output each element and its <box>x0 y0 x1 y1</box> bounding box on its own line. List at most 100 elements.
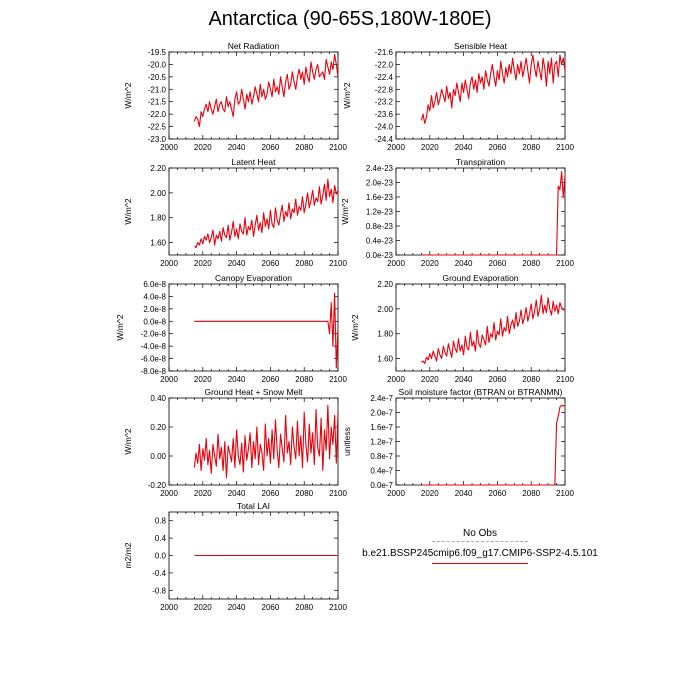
ground-heat-snow-melt-xtick-label: 2000 <box>160 489 178 498</box>
transpiration-ytick-label: 1.6e-23 <box>366 193 394 202</box>
net-radiation-ytick-label: -20.5 <box>148 73 167 82</box>
total-lai-xtick-label: 2000 <box>160 603 178 612</box>
canopy-evaporation-ytick-label: 4.0e-8 <box>143 292 166 301</box>
canopy-evaporation-ytick-label: 6.0e-8 <box>143 280 166 289</box>
ground-heat-snow-melt-ylabel: W/m^2 <box>123 428 133 454</box>
transpiration-ytick-label: 0.4e-23 <box>366 237 394 246</box>
ground-heat-snow-melt-xtick-label: 2060 <box>262 489 280 498</box>
net-radiation-series-line <box>193 53 339 128</box>
transpiration-xtick-label: 2040 <box>455 259 473 268</box>
legend-obs-line <box>432 541 528 542</box>
ground-evaporation-ytick-label: 1.60 <box>377 355 393 364</box>
latent-heat-xtick-label: 2060 <box>262 259 280 268</box>
ground-heat-snow-melt-ytick-label: 0.40 <box>150 394 166 403</box>
transpiration-xtick-label: 2000 <box>387 259 405 268</box>
ground-evaporation-xtick-label: 2060 <box>489 375 507 384</box>
sensible-heat-xtick-label: 2060 <box>489 143 507 152</box>
net-radiation-xtick-label: 2060 <box>262 143 280 152</box>
net-radiation-xtick-label: 2040 <box>228 143 246 152</box>
soil-moisture-factor-btran-or-btranmn-series-line <box>421 404 566 486</box>
soil-moisture-factor-btran-or-btranmn-xtick-label: 2040 <box>455 489 473 498</box>
ground-evaporation-title: Ground Evaporation <box>442 273 518 283</box>
ground-evaporation-series-line <box>421 294 566 365</box>
chart-net-radiation: Net Radiation 2000 2020 2040 2060 2080 2100 -23… <box>123 41 347 152</box>
sensible-heat-ylabel: W/m^2 <box>342 82 352 108</box>
latent-heat-ytick-label: 2.20 <box>150 164 166 173</box>
ground-evaporation-ytick-label: 1.80 <box>377 330 393 339</box>
sensible-heat-xtick-label: 2100 <box>556 143 574 152</box>
chart-total-lai: Total LAI 2000 2020 2040 2060 2080 2100 -0.8 -0.… <box>123 501 347 612</box>
canopy-evaporation-series-line <box>194 292 339 369</box>
soil-moisture-factor-btran-or-btranmn-ytick-label: 0.4e-7 <box>370 467 393 476</box>
soil-moisture-factor-btran-or-btranmn-xtick-label: 2080 <box>522 489 540 498</box>
chart-soil-moisture-factor-btran-or-btranmn: Soil moisture factor (BTRAN or BTRANMN) 2… <box>342 387 574 498</box>
soil-moisture-factor-btran-or-btranmn-ytick-label: 0.8e-7 <box>370 452 393 461</box>
legend-obs-label: No Obs <box>463 528 497 539</box>
net-radiation-ytick-label: -21.5 <box>148 98 167 107</box>
canopy-evaporation-ytick-label: -4.0e-8 <box>141 342 167 351</box>
ground-heat-snow-melt-ytick-label: 0.20 <box>150 423 166 432</box>
transpiration-title: Transpiration <box>456 157 506 167</box>
canopy-evaporation-ytick-label: -2.0e-8 <box>141 330 167 339</box>
transpiration-ylabel: W/m^2 <box>340 198 350 224</box>
ground-heat-snow-melt-xtick-label: 2100 <box>329 489 347 498</box>
transpiration-xtick-label: 2020 <box>421 259 439 268</box>
soil-moisture-factor-btran-or-btranmn-title: Soil moisture factor (BTRAN or BTRANMN) <box>399 387 563 397</box>
net-radiation-xtick-label: 2020 <box>194 143 212 152</box>
soil-moisture-factor-btran-or-btranmn-xtick-label: 2100 <box>556 489 574 498</box>
transpiration-xtick-label: 2100 <box>556 259 574 268</box>
net-radiation-ytick-label: -21.0 <box>148 85 167 94</box>
ground-evaporation-plot-frame <box>395 283 566 372</box>
canopy-evaporation-xtick-label: 2100 <box>329 375 347 384</box>
latent-heat-series-line <box>194 178 339 249</box>
ground-evaporation-xtick-label: 2040 <box>455 375 473 384</box>
legend-model-label: b.e21.BSSP245cmip6.f09_g17.CMIP6-SSP2-4.… <box>362 548 598 559</box>
total-lai-title: Total LAI <box>237 501 270 511</box>
ground-heat-snow-melt-title: Ground Heat + Snow Melt <box>204 387 303 397</box>
page-title: Antarctica (90-65S,180W-180E) <box>208 8 492 30</box>
sensible-heat-plot-frame <box>395 51 566 140</box>
canopy-evaporation-xtick-label: 2020 <box>194 375 212 384</box>
ground-heat-snow-melt-xtick-label: 2040 <box>228 489 246 498</box>
canopy-evaporation-title: Canopy Evaporation <box>215 273 292 283</box>
ground-evaporation-xtick-label: 2020 <box>421 375 439 384</box>
ground-evaporation-ytick-label: 2.20 <box>377 280 393 289</box>
latent-heat-title: Latent Heat <box>232 157 277 167</box>
transpiration-ytick-label: 2.0e-23 <box>366 179 394 188</box>
transpiration-ytick-label: 2.4e-23 <box>366 164 394 173</box>
sensible-heat-ytick-label: -23.2 <box>375 98 394 107</box>
canopy-evaporation-plot-frame <box>168 283 339 372</box>
canopy-evaporation-ytick-label: 0.0e-8 <box>143 317 166 326</box>
chart-transpiration: Transpiration 2000 2020 2040 2060 2080 2100 0.0… <box>366 157 575 268</box>
sensible-heat-ytick-label: -22.8 <box>375 85 394 94</box>
total-lai-ytick-label: -0.8 <box>152 586 166 595</box>
soil-moisture-factor-btran-or-btranmn-ytick-label: 2.4e-7 <box>370 394 393 403</box>
transpiration-ytick-label: 1.2e-23 <box>366 208 394 217</box>
chart-latent-heat: Latent Heat 2000 2020 2040 2060 2080 2100 1.60 1… <box>123 157 347 268</box>
sensible-heat-ytick-label: -23.6 <box>375 110 394 119</box>
sensible-heat-ytick-label: -22.0 <box>375 60 394 69</box>
ground-heat-snow-melt-ytick-label: -0.20 <box>148 481 167 490</box>
transpiration-xtick-label: 2060 <box>489 259 507 268</box>
sensible-heat-xtick-label: 2040 <box>455 143 473 152</box>
ground-heat-snow-melt-xtick-label: 2020 <box>194 489 212 498</box>
net-radiation-ytick-label: -22.0 <box>148 110 167 119</box>
sensible-heat-series-line <box>420 54 566 125</box>
ground-heat-snow-melt-ytick-label: 0.00 <box>150 452 166 461</box>
chart-ground-heat-snow-melt: Ground Heat + Snow Melt 2000 2020 2040 2060 2… <box>123 387 347 498</box>
net-radiation-ytick-label: -23.0 <box>148 135 167 144</box>
canopy-evaporation-ytick-label: 2.0e-8 <box>143 305 166 314</box>
net-radiation-title: Net Radiation <box>228 41 280 51</box>
soil-moisture-factor-btran-or-btranmn-ytick-label: 0.0e-7 <box>370 481 393 490</box>
canopy-evaporation-xtick-label: 2000 <box>160 375 178 384</box>
chart-canopy-evaporation: Canopy Evaporation 2000 2020 2040 2060 2080 21… <box>115 273 347 384</box>
sensible-heat-xtick-label: 2080 <box>522 143 540 152</box>
sensible-heat-ytick-label: -24.4 <box>375 135 394 144</box>
total-lai-xtick-label: 2080 <box>295 603 313 612</box>
canopy-evaporation-xtick-label: 2040 <box>228 375 246 384</box>
sensible-heat-title: Sensible Heat <box>454 41 508 51</box>
ground-heat-snow-melt-xtick-label: 2080 <box>295 489 313 498</box>
ground-evaporation-xtick-label: 2100 <box>556 375 574 384</box>
transpiration-xtick-label: 2080 <box>522 259 540 268</box>
total-lai-xtick-label: 2060 <box>262 603 280 612</box>
